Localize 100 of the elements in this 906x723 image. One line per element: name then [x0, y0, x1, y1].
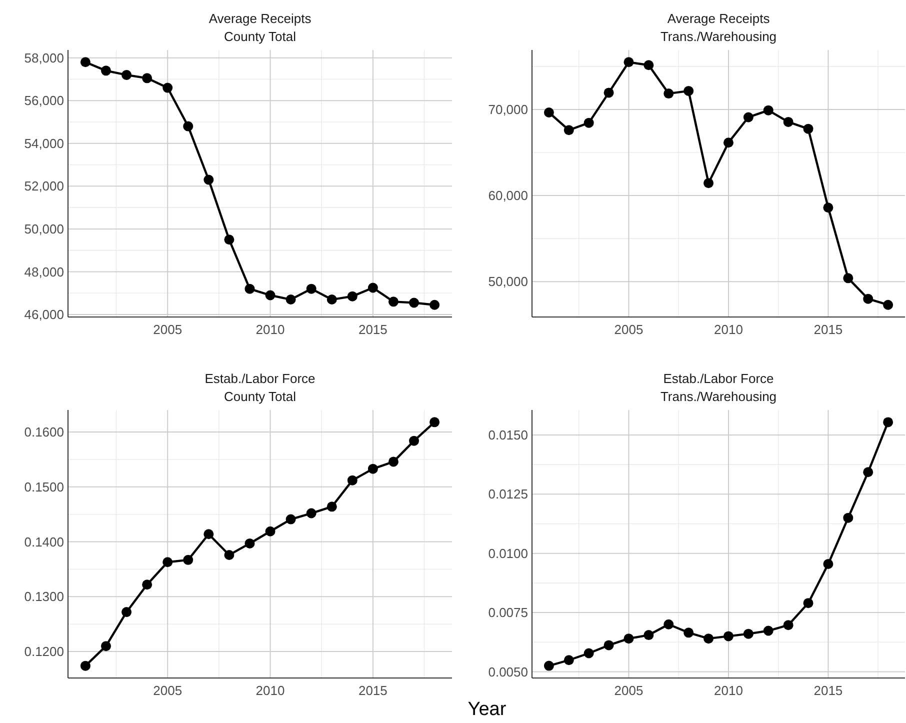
point [388, 296, 398, 307]
chart-subtitle: Trans./Warehousing [660, 389, 777, 404]
y-tick-label: 0.1400 [24, 534, 64, 550]
point [388, 456, 398, 467]
point [306, 508, 316, 518]
point [244, 538, 255, 548]
y-tick-label: 48,000 [24, 264, 64, 280]
point [100, 641, 111, 652]
y-tick-label: 0.0100 [488, 546, 528, 561]
point [142, 580, 152, 590]
point [409, 436, 420, 446]
y-tick-label: 0.1300 [24, 589, 64, 604]
x-tick-label: 2015 [814, 683, 843, 698]
point [430, 300, 440, 310]
y-tick-label: 54,000 [24, 136, 64, 151]
chart-title: Average Receipts [208, 11, 312, 26]
point [162, 557, 173, 568]
chart-subtitle: County Total [224, 389, 296, 404]
point [368, 282, 378, 293]
point [183, 121, 194, 132]
point [224, 234, 234, 245]
point [80, 57, 90, 68]
point [863, 467, 874, 478]
x-tick-label: 2015 [358, 683, 388, 698]
point [584, 648, 594, 658]
y-tick-label: 0.0075 [488, 605, 528, 620]
x-tick-label: 2005 [614, 683, 644, 698]
x-tick-label: 2010 [714, 322, 743, 337]
y-tick-label: 60,000 [488, 188, 528, 204]
point [347, 291, 358, 302]
point [306, 284, 316, 294]
y-tick-label: 0.1200 [24, 644, 64, 660]
y-tick-label: 58,000 [24, 50, 64, 66]
point [863, 294, 874, 304]
point [224, 550, 234, 560]
point [122, 607, 132, 618]
y-tick-label: 0.0050 [488, 664, 528, 680]
point [823, 559, 834, 570]
chart-subtitle: County Total [224, 29, 296, 44]
point [183, 554, 194, 565]
chart-subtitle: Trans./Warehousing [660, 29, 777, 44]
point [564, 125, 574, 136]
point [80, 660, 90, 671]
point [244, 284, 255, 294]
x-tick-label: 2005 [153, 322, 182, 337]
x-tick-label: 2010 [256, 683, 285, 698]
x-tick-label: 2010 [714, 683, 743, 698]
point [843, 273, 854, 284]
y-tick-label: 50,000 [488, 274, 528, 290]
point [644, 60, 654, 70]
point [265, 290, 276, 300]
point [684, 628, 694, 638]
chart-title: Average Receipts [667, 11, 770, 26]
point [704, 634, 714, 644]
point [368, 464, 378, 474]
point [409, 298, 420, 308]
point [286, 514, 296, 524]
point [544, 660, 554, 671]
point [723, 631, 734, 642]
point [783, 116, 794, 127]
point [326, 294, 337, 305]
point [564, 655, 574, 666]
y-tick-label: 56,000 [24, 93, 64, 108]
point [664, 88, 674, 99]
y-tick-label: 50,000 [24, 222, 64, 236]
point [624, 57, 634, 68]
point [122, 70, 132, 80]
x-axis-title: Year [468, 699, 507, 720]
x-tick-label: 2015 [814, 322, 843, 337]
point [430, 417, 440, 428]
point [763, 105, 774, 116]
point [142, 73, 152, 84]
point [684, 86, 694, 96]
x-tick-label: 2005 [153, 683, 182, 698]
point [286, 294, 296, 305]
point [763, 626, 774, 636]
point [723, 138, 734, 148]
point [204, 529, 214, 540]
y-tick-label: 0.1600 [24, 424, 64, 440]
y-tick-label: 0.1500 [24, 479, 64, 494]
point [783, 620, 794, 630]
x-tick-label: 2005 [614, 322, 644, 337]
point [624, 634, 634, 644]
y-tick-label: 52,000 [24, 178, 64, 194]
point [604, 640, 614, 650]
point [803, 598, 814, 608]
point [743, 628, 754, 639]
point [883, 300, 894, 310]
point [664, 619, 674, 630]
point [743, 112, 754, 122]
y-tick-label: 0.0125 [488, 486, 528, 502]
point [162, 82, 173, 93]
point [604, 88, 614, 98]
y-tick-label: 46,000 [24, 307, 64, 322]
point [704, 178, 714, 188]
point [823, 202, 834, 213]
point [347, 475, 358, 486]
point [265, 526, 276, 536]
point [584, 118, 594, 128]
point [644, 630, 654, 640]
